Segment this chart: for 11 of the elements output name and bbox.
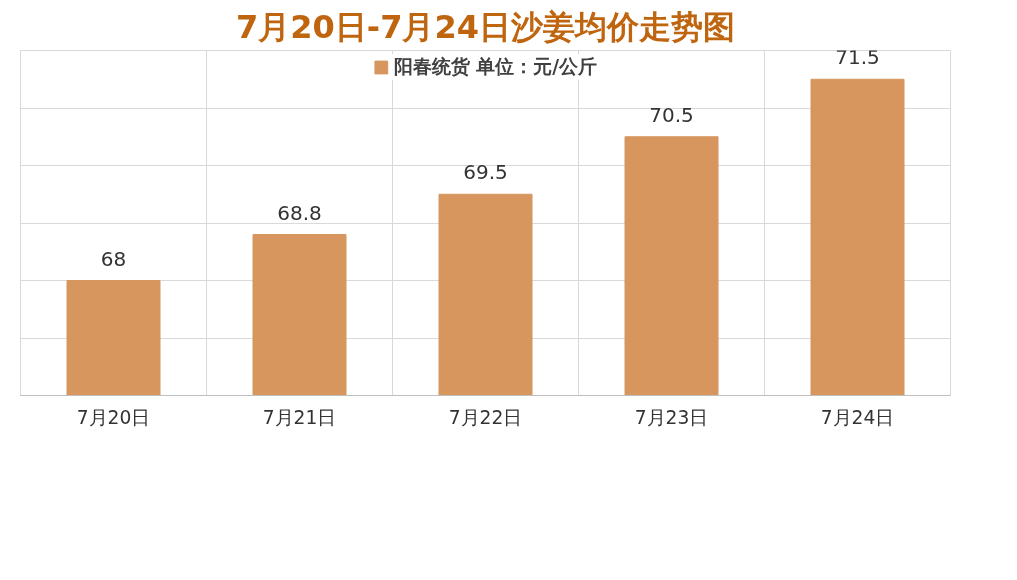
data-label: 69.5 bbox=[463, 160, 508, 185]
x-tick-label: 7月21日 bbox=[262, 406, 337, 428]
data-label: 68.8 bbox=[277, 200, 322, 225]
x-tick-label: 7月23日 bbox=[634, 406, 709, 428]
data-label: 68 bbox=[100, 246, 127, 271]
chart-title: 7月20日-7月24日沙姜均价走势图 bbox=[236, 7, 735, 46]
x-tick-label: 7月20日 bbox=[76, 406, 151, 428]
legend-label: 阳春统货 单位：元/公斤 bbox=[393, 55, 598, 79]
x-tick-label: 7月24日 bbox=[820, 406, 895, 428]
data-label: 70.5 bbox=[649, 102, 694, 127]
x-tick-label: 7月22日 bbox=[448, 406, 523, 428]
